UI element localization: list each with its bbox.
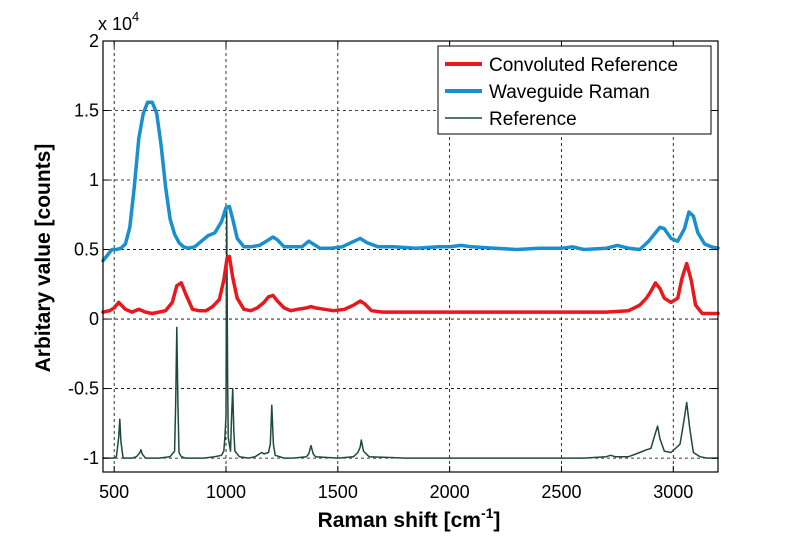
tick-group: 500 1000 1500 2000 2500 3000 -1 -0.5 0 0.5 1 1.5 2	[68, 31, 718, 502]
legend-label-convoluted-reference: Convoluted Reference	[489, 55, 678, 76]
legend-label-waveguide-raman: Waveguide Raman	[489, 82, 650, 103]
y-axis-label: Arbitary value [counts]	[32, 144, 55, 373]
x-tick-label: 1500	[318, 482, 358, 502]
x-axis-label-end: ]	[493, 509, 500, 532]
y-tick-label: 2	[89, 31, 99, 51]
y-tick-label: 1.5	[74, 101, 99, 121]
y-multiplier: x 104	[98, 9, 139, 34]
legend-box	[437, 45, 712, 135]
plot-frame	[102, 40, 719, 473]
x-tick-label: 2500	[541, 482, 581, 502]
x-axis-label-text: Raman shift [cm	[318, 509, 481, 532]
x-axis-label-superscript: -1	[481, 505, 494, 521]
series-waveguide-raman	[101, 100, 720, 263]
legend: Convoluted Reference Waveguide Raman Ref…	[437, 45, 712, 135]
y-tick-label: 0	[89, 309, 99, 329]
y-tick-label: 1	[89, 170, 99, 190]
x-tick-label: 3000	[653, 482, 693, 502]
y-tick-label: -0.5	[68, 379, 99, 399]
series-reference	[102, 207, 719, 459]
y-multiplier-exponent: 4	[132, 9, 139, 24]
series-group	[101, 100, 720, 459]
x-tick-label: 500	[99, 482, 129, 502]
series-convoluted-reference	[101, 254, 720, 316]
x-axis-label: Raman shift [cm-1]	[318, 505, 501, 532]
y-tick-label: -1	[83, 448, 99, 468]
legend-label-reference: Reference	[489, 109, 577, 130]
y-tick-label: 0.5	[74, 240, 99, 260]
x-tick-label: 1000	[206, 482, 246, 502]
y-multiplier-base: x 10	[98, 14, 132, 34]
x-tick-label: 2000	[430, 482, 470, 502]
